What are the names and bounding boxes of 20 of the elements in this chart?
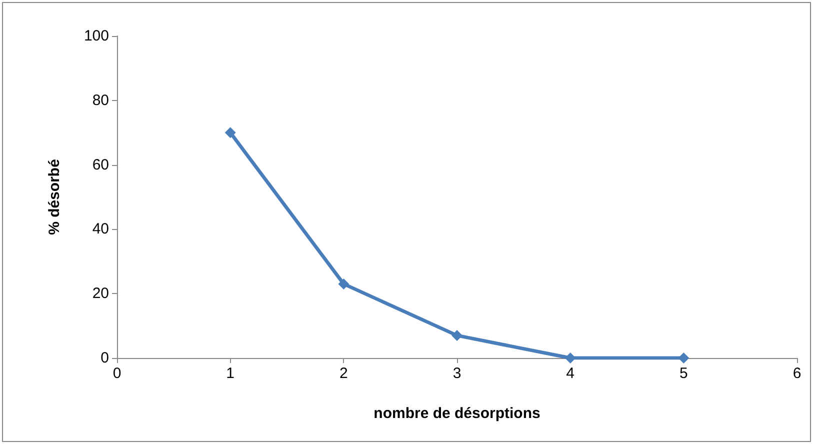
x-tick-label: 3 <box>452 365 462 382</box>
point <box>678 352 690 364</box>
point <box>564 352 576 364</box>
x-tick-label: 2 <box>339 365 348 382</box>
y-tick-label: 0 <box>100 350 109 366</box>
x-tick-label: 0 <box>112 365 122 382</box>
x-tick-label: 5 <box>679 365 688 382</box>
y-tick-label: 60 <box>92 156 109 174</box>
y-tick-label: 100 <box>84 28 109 44</box>
x-tick-label: 4 <box>566 365 575 382</box>
x-tick-label: 6 <box>792 365 802 382</box>
y-axis-title: % désorbé <box>46 159 63 235</box>
y-tick-label: 40 <box>92 220 109 238</box>
x-axis-title: nombre de désorptions <box>374 405 540 422</box>
y-tick-label: 20 <box>92 285 109 302</box>
point <box>224 127 236 138</box>
x-tick-label: 1 <box>226 365 235 382</box>
point <box>338 278 350 290</box>
y-tick-label: 80 <box>92 92 109 109</box>
point <box>452 330 462 341</box>
